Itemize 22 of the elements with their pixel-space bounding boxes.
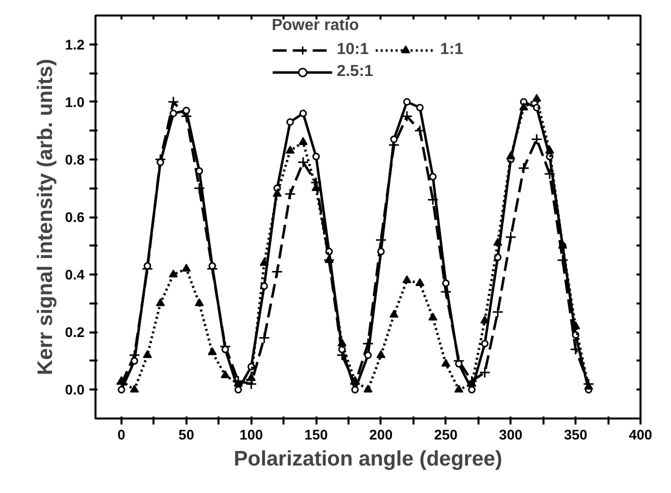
x-tick-label: 150 (304, 426, 328, 442)
y-tick-label: 0.2 (65, 324, 85, 340)
x-tick-label: 250 (434, 426, 458, 442)
x-tick-label: 300 (499, 426, 523, 442)
x-tick-label: 0 (118, 426, 126, 442)
y-axis-title: Kerr signal intensity (arb. units) (34, 58, 58, 376)
legend-label: 1:1 (440, 41, 464, 59)
legend-title: Power ratio (272, 17, 360, 35)
y-tick-label: 0.4 (65, 266, 85, 283)
x-tick-label: 200 (369, 426, 393, 442)
x-tick-label: 350 (564, 426, 588, 442)
legend-label: 2.5:1 (336, 63, 374, 81)
x-tick-label: 400 (628, 426, 652, 442)
y-tick-label: 0.8 (65, 151, 85, 168)
y-tick-label: 0.6 (65, 209, 85, 225)
y-tick-label: 0.0 (65, 382, 85, 398)
x-tick-label: 50 (178, 426, 194, 442)
x-axis-title: Polarization angle (degree) (234, 448, 502, 470)
x-tick-label: 100 (240, 426, 264, 442)
y-tick-label: 1.0 (65, 94, 85, 110)
y-tick-label: 1.2 (65, 36, 85, 52)
legend-label: 10:1 (336, 41, 369, 59)
